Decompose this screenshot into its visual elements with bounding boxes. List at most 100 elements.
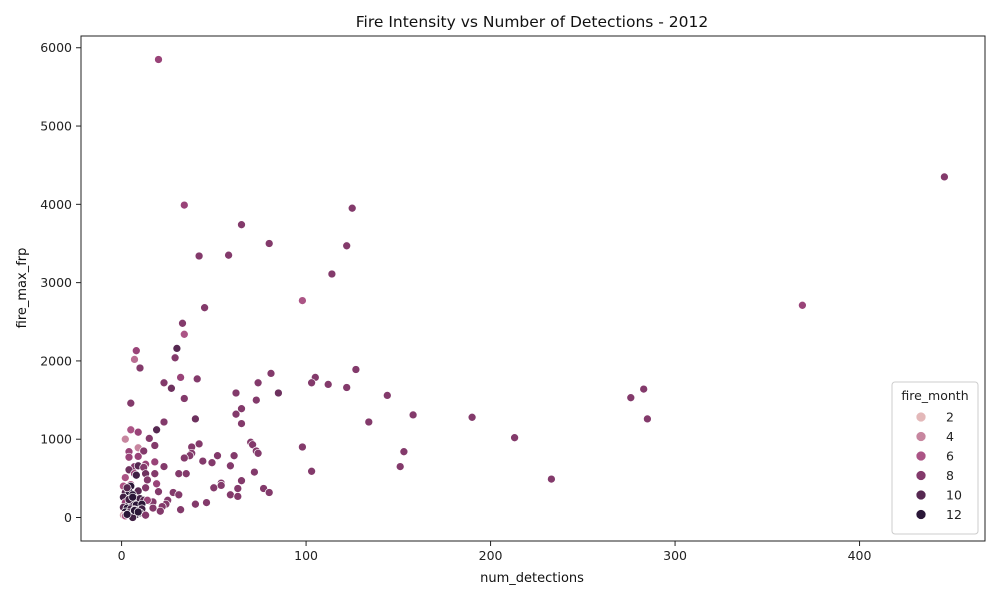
data-point bbox=[150, 469, 160, 479]
y-tick-label: 3000 bbox=[40, 275, 72, 290]
data-point bbox=[395, 462, 405, 471]
legend-title: fire_month bbox=[901, 388, 968, 403]
x-axis-ticks: 0 100 200 300 400 bbox=[118, 541, 872, 563]
data-point bbox=[126, 398, 136, 408]
y-tick-label: 6000 bbox=[40, 40, 72, 55]
data-point bbox=[510, 433, 519, 443]
data-point bbox=[213, 451, 222, 461]
data-point bbox=[174, 469, 184, 479]
data-point bbox=[120, 473, 130, 482]
data-point bbox=[307, 378, 316, 388]
legend-entries: 2 4 6 8 10 12 bbox=[915, 410, 962, 522]
data-point bbox=[124, 452, 134, 462]
legend-label: 4 bbox=[946, 429, 954, 444]
data-point bbox=[141, 510, 150, 520]
data-point bbox=[174, 490, 184, 500]
x-tick-label: 300 bbox=[663, 548, 687, 563]
data-point bbox=[159, 417, 169, 427]
y-tick-label: 0 bbox=[64, 510, 72, 525]
data-point bbox=[141, 483, 150, 493]
legend-marker bbox=[915, 431, 927, 442]
data-point bbox=[226, 490, 235, 500]
data-point bbox=[382, 391, 392, 400]
data-point bbox=[144, 434, 154, 443]
data-point bbox=[342, 383, 352, 392]
data-point bbox=[264, 488, 274, 497]
data-point bbox=[327, 269, 337, 279]
data-point bbox=[194, 251, 204, 261]
data-point bbox=[229, 451, 239, 461]
data-point bbox=[643, 414, 652, 424]
data-point bbox=[798, 300, 807, 310]
x-axis-label: num_detections bbox=[480, 571, 584, 586]
data-point bbox=[266, 369, 276, 378]
data-point bbox=[399, 447, 409, 457]
data-point bbox=[237, 476, 246, 486]
y-axis-label: fire_max_frp bbox=[15, 248, 30, 329]
data-point bbox=[202, 498, 211, 507]
data-point bbox=[626, 393, 636, 403]
data-point bbox=[170, 353, 180, 363]
data-point bbox=[155, 506, 165, 516]
plot-area bbox=[80, 35, 986, 542]
data-point bbox=[351, 365, 361, 374]
data-point bbox=[172, 344, 182, 353]
legend-box bbox=[891, 381, 979, 535]
data-point bbox=[342, 241, 352, 251]
data-point bbox=[639, 384, 649, 394]
data-point bbox=[176, 505, 185, 515]
data-point bbox=[122, 510, 132, 519]
data-point bbox=[131, 470, 141, 480]
data-point bbox=[122, 483, 132, 493]
data-point bbox=[130, 355, 139, 364]
data-point bbox=[128, 492, 138, 502]
data-point bbox=[323, 380, 333, 389]
data-point bbox=[364, 417, 374, 427]
data-point bbox=[181, 469, 191, 479]
data-point bbox=[298, 296, 307, 305]
legend-label: 6 bbox=[946, 449, 954, 464]
data-point bbox=[298, 442, 307, 452]
data-point bbox=[143, 475, 152, 485]
data-point bbox=[233, 492, 243, 501]
data-point bbox=[226, 461, 235, 471]
data-point bbox=[467, 412, 477, 422]
data-point bbox=[224, 250, 233, 260]
data-point bbox=[154, 55, 163, 64]
data-point bbox=[139, 446, 149, 456]
data-point bbox=[191, 499, 200, 509]
data-point bbox=[250, 467, 259, 477]
data-point bbox=[178, 318, 187, 328]
x-tick-label: 0 bbox=[118, 548, 126, 563]
y-tick-label: 5000 bbox=[40, 119, 72, 134]
legend-marker bbox=[915, 470, 927, 481]
data-point bbox=[307, 466, 316, 476]
data-point bbox=[940, 172, 949, 182]
data-point bbox=[248, 440, 257, 450]
legend-label: 10 bbox=[946, 488, 962, 503]
data-point bbox=[194, 439, 204, 449]
data-point bbox=[237, 220, 246, 230]
data-point bbox=[209, 483, 219, 493]
legend-marker bbox=[915, 509, 927, 520]
data-point bbox=[253, 448, 263, 458]
data-point bbox=[120, 434, 130, 444]
data-point bbox=[167, 383, 176, 393]
y-tick-label: 1000 bbox=[40, 432, 72, 447]
data-point bbox=[179, 453, 189, 463]
legend-label: 12 bbox=[946, 507, 962, 522]
data-point bbox=[251, 395, 261, 405]
data-point bbox=[179, 394, 189, 403]
x-tick-label: 200 bbox=[479, 548, 503, 563]
data-point bbox=[126, 425, 136, 435]
data-point bbox=[192, 374, 202, 384]
data-point bbox=[152, 425, 161, 435]
legend: fire_month 2 4 6 8 10 12 bbox=[891, 381, 979, 535]
data-point bbox=[152, 479, 161, 489]
data-point bbox=[264, 239, 274, 248]
data-point bbox=[231, 388, 241, 398]
legend-label: 8 bbox=[946, 468, 954, 483]
data-point bbox=[200, 303, 209, 313]
data-point bbox=[216, 481, 226, 490]
